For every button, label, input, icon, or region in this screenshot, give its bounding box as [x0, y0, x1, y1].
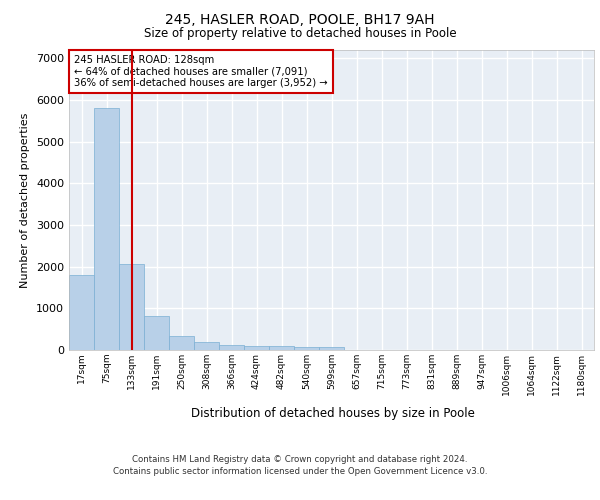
Bar [319, 348, 344, 350]
Bar [294, 347, 319, 350]
Bar [144, 316, 169, 350]
Text: Contains HM Land Registry data © Crown copyright and database right 2024.: Contains HM Land Registry data © Crown c… [132, 455, 468, 464]
Text: 245 HASLER ROAD: 128sqm
← 64% of detached houses are smaller (7,091)
36% of semi: 245 HASLER ROAD: 128sqm ← 64% of detache… [74, 54, 328, 88]
Bar [244, 346, 269, 350]
Text: Distribution of detached houses by size in Poole: Distribution of detached houses by size … [191, 408, 475, 420]
Bar [169, 336, 194, 350]
Text: 245, HASLER ROAD, POOLE, BH17 9AH: 245, HASLER ROAD, POOLE, BH17 9AH [165, 12, 435, 26]
Y-axis label: Number of detached properties: Number of detached properties [20, 112, 31, 288]
Bar [119, 264, 144, 350]
Bar [269, 346, 294, 350]
Bar [219, 345, 244, 350]
Bar [69, 275, 94, 350]
Bar [194, 342, 219, 350]
Text: Contains public sector information licensed under the Open Government Licence v3: Contains public sector information licen… [113, 468, 487, 476]
Bar [94, 108, 119, 350]
Text: Size of property relative to detached houses in Poole: Size of property relative to detached ho… [143, 28, 457, 40]
